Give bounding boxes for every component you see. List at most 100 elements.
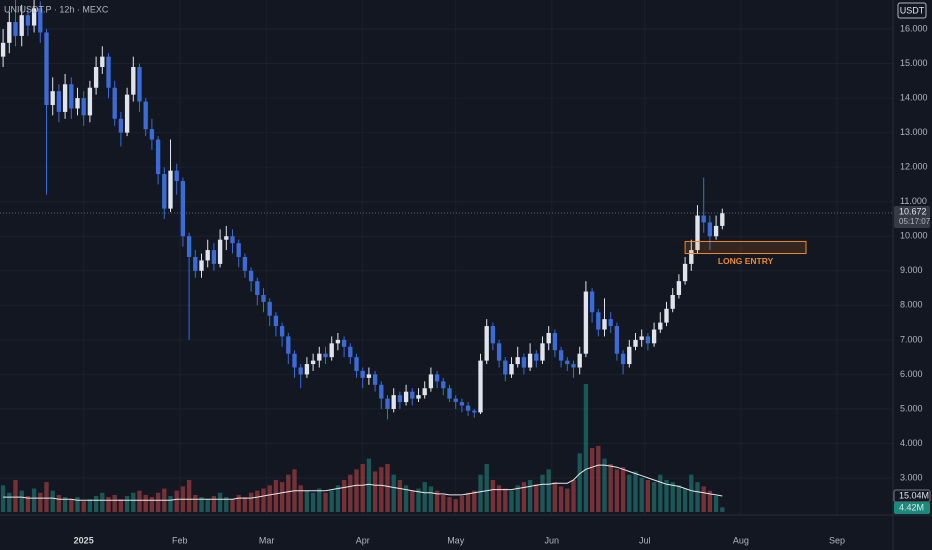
volume-bar bbox=[248, 492, 254, 512]
candle-body bbox=[211, 250, 217, 264]
candle-body bbox=[304, 364, 310, 375]
candle-body bbox=[707, 222, 713, 237]
last-price-box bbox=[894, 206, 930, 229]
volume-ma-line bbox=[3, 464, 723, 501]
volume-bar bbox=[639, 477, 644, 512]
y-tick-label: 13.000 bbox=[900, 127, 928, 137]
candle-body bbox=[292, 353, 297, 368]
candle-body bbox=[100, 56, 105, 68]
volume-bar bbox=[658, 474, 663, 512]
volume-bar bbox=[56, 494, 62, 512]
volume-bar bbox=[75, 497, 80, 512]
candle-body bbox=[0, 42, 6, 57]
volume-bar bbox=[69, 499, 74, 512]
annotation-label: LONG ENTRY bbox=[718, 256, 774, 266]
volume-bar bbox=[106, 497, 111, 512]
candle-body bbox=[670, 294, 675, 309]
volume-bar bbox=[453, 499, 458, 512]
volume-bar bbox=[713, 496, 719, 512]
volume-bar bbox=[267, 485, 272, 512]
volume-bar bbox=[602, 458, 607, 512]
volume-bar bbox=[372, 471, 378, 512]
candle-body bbox=[335, 339, 341, 344]
candle-body bbox=[230, 236, 235, 244]
candle-body bbox=[651, 329, 657, 344]
candle-body bbox=[422, 388, 427, 396]
volume-bar bbox=[689, 474, 694, 512]
candle-body bbox=[75, 98, 80, 109]
volume-bar bbox=[596, 445, 601, 512]
candle-body bbox=[310, 360, 316, 365]
candle-body bbox=[509, 364, 514, 375]
currency-box bbox=[897, 2, 927, 19]
candle-body bbox=[484, 326, 489, 361]
candle-body bbox=[583, 291, 589, 354]
candle-body bbox=[193, 256, 198, 271]
volume-bar bbox=[521, 482, 527, 512]
countdown-label: 05:17:07 bbox=[899, 217, 931, 226]
volume-bar bbox=[515, 485, 520, 512]
candle-body bbox=[478, 360, 483, 413]
candle-body bbox=[242, 256, 248, 271]
volume-bar bbox=[155, 492, 161, 512]
y-tick-label: 7.000 bbox=[900, 334, 923, 344]
volume-bar bbox=[354, 469, 359, 512]
x-tick-label: Sep bbox=[829, 535, 845, 545]
volume-bar bbox=[273, 480, 279, 512]
volume-bar bbox=[87, 499, 93, 512]
volume-bar bbox=[552, 482, 558, 512]
volume-bar bbox=[174, 490, 179, 512]
candle-body bbox=[50, 91, 55, 106]
candle-body bbox=[149, 129, 155, 140]
volume-bar bbox=[410, 490, 415, 512]
y-tick-label: 3.000 bbox=[900, 472, 923, 482]
volume-bar bbox=[565, 488, 570, 512]
candle-body bbox=[93, 67, 99, 88]
candle-body bbox=[664, 308, 669, 323]
x-tick-label: Feb bbox=[172, 535, 188, 545]
x-tick-label: Jul bbox=[639, 535, 651, 545]
volume-bar bbox=[329, 490, 334, 512]
x-tick-label: Aug bbox=[733, 535, 749, 545]
candle-body bbox=[174, 170, 179, 181]
volume-bar bbox=[441, 494, 446, 512]
candle-body bbox=[323, 353, 328, 358]
volume-bar bbox=[366, 458, 372, 512]
volume-bar bbox=[286, 474, 291, 512]
candle-body bbox=[540, 343, 545, 361]
volume-bar bbox=[664, 480, 669, 512]
candle-body bbox=[162, 174, 167, 209]
candle-body bbox=[131, 67, 136, 95]
candle-body bbox=[515, 357, 520, 365]
candle-body bbox=[360, 370, 365, 378]
volume-bar bbox=[137, 490, 142, 512]
candle-body bbox=[596, 312, 601, 330]
candle-body bbox=[38, 8, 43, 33]
candle-body bbox=[329, 343, 334, 358]
last-price-label: 10.672 bbox=[899, 206, 927, 216]
candle-body bbox=[558, 350, 564, 361]
volume-bar bbox=[62, 497, 68, 512]
volume-bar bbox=[527, 480, 533, 512]
candle-body bbox=[354, 357, 359, 371]
candle-body bbox=[248, 270, 254, 282]
candle-body bbox=[44, 32, 49, 106]
y-tick-label: 10.000 bbox=[900, 231, 928, 241]
candle-body bbox=[701, 215, 706, 223]
volume-bar bbox=[149, 497, 155, 512]
y-tick-label: 9.000 bbox=[900, 265, 923, 275]
candle-body bbox=[608, 319, 613, 327]
candle-body bbox=[416, 395, 421, 399]
y-tick-label: 8.000 bbox=[900, 300, 923, 310]
candle-body bbox=[13, 22, 18, 36]
volume-label: 4.42M bbox=[899, 502, 924, 512]
candle-body bbox=[217, 239, 223, 264]
candle-body bbox=[366, 374, 372, 378]
volume-bar bbox=[608, 464, 613, 512]
volume-bar bbox=[211, 496, 217, 512]
candle-body bbox=[639, 336, 644, 340]
volume-bar bbox=[403, 485, 409, 512]
candle-body bbox=[428, 374, 434, 389]
volume-bar bbox=[620, 467, 626, 512]
